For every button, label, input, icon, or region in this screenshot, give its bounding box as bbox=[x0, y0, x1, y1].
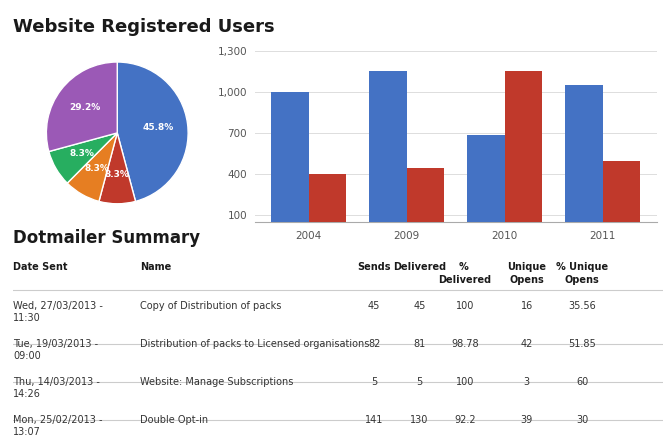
Text: 8.3%: 8.3% bbox=[84, 164, 109, 173]
Text: 8.3%: 8.3% bbox=[69, 149, 94, 158]
Text: Website: Manage Subscriptions: Website: Manage Subscriptions bbox=[140, 377, 293, 387]
Text: Dotmailer Summary: Dotmailer Summary bbox=[13, 229, 200, 247]
Wedge shape bbox=[99, 133, 135, 204]
Text: Copy of Distribution of packs: Copy of Distribution of packs bbox=[140, 300, 281, 311]
Text: 98.78: 98.78 bbox=[452, 338, 479, 349]
Text: Website Registered Users: Website Registered Users bbox=[13, 18, 275, 35]
Text: 30: 30 bbox=[576, 415, 588, 425]
Text: Mon, 25/02/2013 -
13:07: Mon, 25/02/2013 - 13:07 bbox=[13, 415, 103, 437]
Wedge shape bbox=[49, 133, 117, 183]
Text: 42: 42 bbox=[521, 338, 533, 349]
Text: 29.2%: 29.2% bbox=[69, 103, 100, 113]
Text: 82: 82 bbox=[368, 338, 381, 349]
Text: 8.3%: 8.3% bbox=[105, 170, 130, 179]
Text: 45: 45 bbox=[413, 300, 425, 311]
Text: 5: 5 bbox=[417, 377, 423, 387]
Bar bbox=[468, 136, 505, 228]
Text: 51.85: 51.85 bbox=[568, 338, 596, 349]
Bar bbox=[565, 85, 603, 228]
Text: 35.56: 35.56 bbox=[568, 300, 596, 311]
Text: Date Sent: Date Sent bbox=[13, 262, 68, 272]
Text: Distribution of packs to Licensed organisations: Distribution of packs to Licensed organi… bbox=[140, 338, 370, 349]
Text: 16: 16 bbox=[521, 300, 533, 311]
Text: 100: 100 bbox=[456, 377, 474, 387]
Bar bbox=[271, 92, 308, 228]
Text: 3: 3 bbox=[524, 377, 530, 387]
Bar bbox=[369, 71, 407, 228]
Text: Name: Name bbox=[140, 262, 172, 272]
Text: Thu, 14/03/2013 -
14:26: Thu, 14/03/2013 - 14:26 bbox=[13, 377, 101, 399]
Text: 100: 100 bbox=[456, 300, 474, 311]
Text: Sends: Sends bbox=[357, 262, 391, 272]
Text: 39: 39 bbox=[521, 415, 533, 425]
Bar bbox=[603, 161, 640, 228]
Text: Unique
Opens: Unique Opens bbox=[507, 262, 546, 285]
Text: 45.8%: 45.8% bbox=[143, 123, 174, 132]
Text: Double Opt-in: Double Opt-in bbox=[140, 415, 208, 425]
Text: 92.2: 92.2 bbox=[454, 415, 476, 425]
Text: Wed, 27/03/2013 -
11:30: Wed, 27/03/2013 - 11:30 bbox=[13, 300, 103, 323]
Bar bbox=[407, 168, 444, 228]
Text: 130: 130 bbox=[411, 415, 429, 425]
Text: 60: 60 bbox=[576, 377, 588, 387]
Text: 81: 81 bbox=[413, 338, 425, 349]
Text: 141: 141 bbox=[365, 415, 383, 425]
Wedge shape bbox=[117, 62, 188, 202]
Text: 5: 5 bbox=[371, 377, 377, 387]
Text: 45: 45 bbox=[368, 300, 381, 311]
Wedge shape bbox=[67, 133, 117, 202]
Text: % Unique
Opens: % Unique Opens bbox=[556, 262, 608, 285]
Bar bbox=[308, 174, 346, 228]
Wedge shape bbox=[46, 62, 117, 152]
Text: Delivered: Delivered bbox=[393, 262, 446, 272]
Bar bbox=[505, 71, 542, 228]
Text: % 
Delivered: % Delivered bbox=[439, 262, 492, 285]
Text: Tue, 19/03/2013 -
09:00: Tue, 19/03/2013 - 09:00 bbox=[13, 338, 98, 361]
